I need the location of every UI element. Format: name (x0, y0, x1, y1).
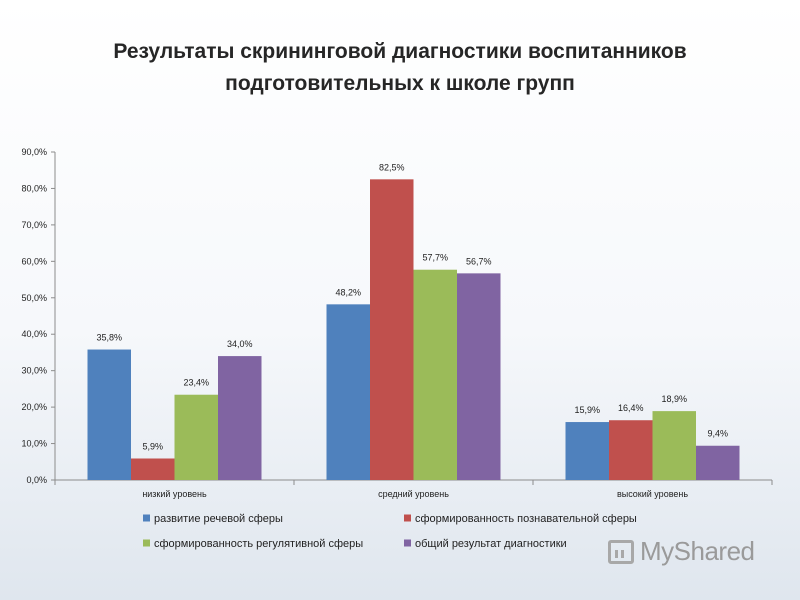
watermark: MyShared (608, 536, 755, 567)
y-tick-label: 30,0% (21, 366, 47, 376)
data-label: 18,9% (661, 394, 687, 404)
legend-label: сформированность регулятивной сферы (154, 538, 363, 550)
bar (174, 394, 218, 480)
data-label: 9,4% (707, 429, 728, 439)
data-label: 5,9% (142, 441, 163, 451)
data-label: 16,4% (618, 403, 644, 413)
bar (131, 458, 175, 480)
y-tick-label: 10,0% (21, 439, 47, 449)
y-tick-label: 90,0% (21, 147, 47, 157)
y-tick-label: 50,0% (21, 293, 47, 303)
legend-swatch (404, 514, 411, 522)
legend-label: сформированность познавательной сферы (415, 513, 637, 525)
legend: развитие речевой сферы сформированность п… (143, 513, 637, 550)
bar (326, 304, 370, 480)
myshared-logo-icon (608, 539, 634, 564)
x-tick-label: средний уровень (378, 489, 449, 499)
bar (87, 349, 131, 480)
bar (370, 179, 414, 481)
bar (652, 411, 696, 480)
slide-title-line-2: подготовительных к школе групп (225, 72, 575, 95)
y-tick-label: 20,0% (21, 402, 47, 412)
bar (609, 420, 653, 480)
x-tick-label: низкий уровень (142, 489, 207, 499)
y-axis: 0,0% 10,0% 20,0% 30,0% 40,0% 50,0% 60,0% 70,0% 8… (21, 147, 56, 485)
x-axis: низкий уровень средний уровень высокий уро… (54, 479, 773, 499)
y-tick-label: 40,0% (21, 329, 47, 339)
legend-label: общий результат диагностики (415, 538, 567, 550)
legend-swatch (404, 539, 411, 547)
slide-title-line-1: Результаты скрининговой диагностики восп… (113, 40, 687, 63)
data-label: 48,2% (335, 287, 361, 297)
bar (218, 356, 262, 480)
data-label: 23,4% (183, 378, 209, 388)
bar (565, 422, 609, 480)
y-tick-label: 70,0% (21, 220, 47, 230)
bar (696, 445, 740, 480)
watermark-text: MyShared (640, 536, 755, 566)
legend-swatch (143, 514, 150, 522)
legend-swatch (143, 539, 150, 547)
slide-title: Результаты скрининговой диагностики восп… (40, 36, 760, 100)
bars: 35,8% 5,9% 23,4% 34,0% 48,2% 82,5% 57,7% 56,7% 1… (87, 162, 740, 481)
data-label: 82,5% (379, 162, 405, 172)
legend-label: развитие речевой сферы (154, 513, 283, 525)
bar (413, 269, 457, 480)
data-label: 57,7% (422, 253, 448, 263)
data-label: 56,7% (466, 256, 492, 266)
data-label: 34,0% (227, 339, 253, 349)
x-tick-label: высокий уровень (617, 489, 688, 499)
y-tick-label: 0,0% (26, 475, 47, 485)
data-label: 15,9% (574, 405, 600, 415)
y-tick-label: 60,0% (21, 256, 47, 266)
data-label: 35,8% (96, 333, 122, 343)
y-tick-label: 80,0% (21, 183, 47, 193)
bar (457, 273, 501, 480)
